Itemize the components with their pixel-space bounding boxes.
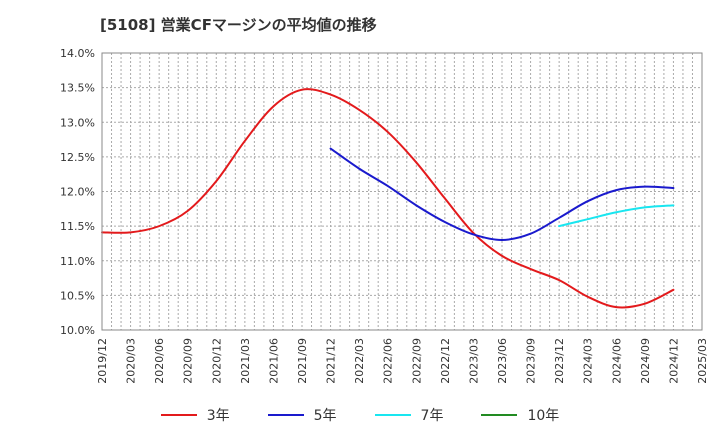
legend-label: 5年	[313, 408, 337, 424]
x-tick-label: 2023/09	[525, 338, 538, 384]
x-tick-label: 2020/03	[125, 338, 138, 384]
legend-swatch	[160, 414, 197, 416]
chart-title: [5108] 営業CFマージンの平均値の推移	[100, 16, 377, 34]
series-layer	[101, 88, 675, 309]
y-tick-label: 13.5%	[60, 82, 95, 95]
y-tick-label: 12.5%	[60, 151, 95, 164]
x-tick-label: 2021/09	[296, 338, 309, 384]
legend-swatch	[481, 414, 518, 416]
x-tick-label: 2021/06	[267, 338, 280, 384]
plot-frame	[101, 52, 703, 331]
x-tick-label: 2025/03	[696, 338, 709, 384]
x-tick-label: 2020/12	[210, 338, 223, 384]
legend: 3年 5年 7年 10年	[0, 402, 720, 428]
x-tick-label: 2020/09	[182, 338, 195, 384]
legend-item: 10年	[481, 405, 559, 425]
legend-item: 7年	[374, 405, 444, 425]
y-tick-labels: 10.0% 10.5% 11.0% 11.5% 12.0% 12.5% 13.0% 13.5%…	[60, 47, 95, 337]
x-tick-label: 2022/09	[410, 338, 423, 384]
x-tick-label: 2024/09	[639, 338, 652, 384]
x-tick-label: 2024/03	[582, 338, 595, 384]
x-tick-label: 2022/12	[439, 338, 452, 384]
x-tick-label: 2021/12	[325, 338, 338, 384]
legend-item: 3年	[160, 405, 230, 425]
series-line-7年	[558, 204, 675, 228]
legend-label: 7年	[420, 408, 444, 424]
x-tick-label: 2024/12	[667, 338, 680, 384]
legend-label: 3年	[206, 408, 230, 424]
x-tick-label: 2022/03	[353, 338, 366, 384]
legend-swatch	[374, 414, 411, 416]
x-tick-labels: 2019/12 2020/03 2020/06 2020/09 2020/12 2021/…	[96, 338, 709, 384]
x-tick-label: 2023/06	[496, 338, 509, 384]
y-tick-label: 10.0%	[60, 324, 95, 337]
x-tick-label: 2023/03	[467, 338, 480, 384]
y-tick-label: 13.0%	[60, 116, 95, 129]
legend-label: 10年	[527, 408, 560, 424]
y-tick-label: 11.5%	[60, 220, 95, 233]
legend-swatch	[267, 414, 304, 416]
x-tick-label: 2019/12	[96, 338, 109, 384]
legend-item: 5年	[267, 405, 337, 425]
x-tick-label: 2022/06	[382, 338, 395, 384]
y-tick-label: 11.0%	[60, 255, 95, 268]
x-tick-label: 2023/12	[553, 338, 566, 384]
y-tick-label: 14.0%	[60, 47, 95, 60]
x-tick-label: 2021/03	[239, 338, 252, 384]
x-tick-label: 2020/06	[153, 338, 166, 384]
series-line-5年	[329, 147, 675, 241]
x-tick-label: 2024/06	[610, 338, 623, 384]
series-line-3年	[101, 88, 675, 309]
y-tick-label: 10.5%	[60, 289, 95, 302]
y-tick-label: 12.0%	[60, 186, 95, 199]
